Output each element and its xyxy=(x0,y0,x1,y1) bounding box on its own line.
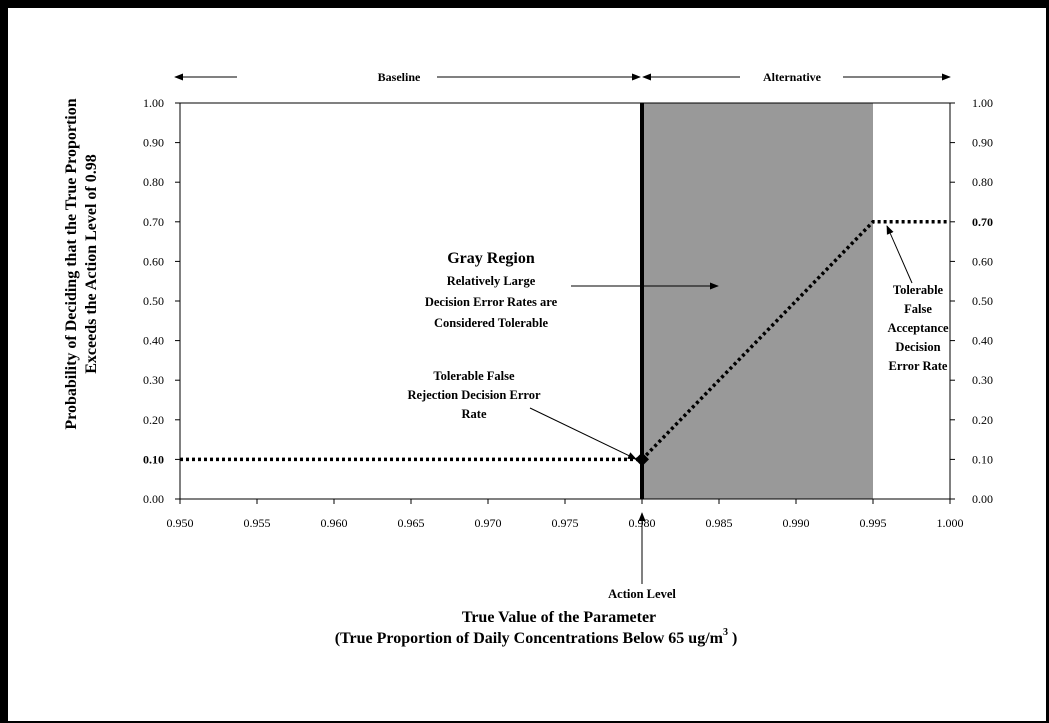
y2-tick-label: 0.40 xyxy=(972,334,993,348)
false-acceptance-text-5: Error Rate xyxy=(889,359,948,373)
x-axis: 0.950 0.955 0.960 0.965 0.970 0.975 0.980 0.985… xyxy=(167,499,964,530)
gray-region-text-1: Relatively Large xyxy=(447,274,536,288)
y-tick-label: 0.20 xyxy=(143,413,164,427)
false-rejection-text-2: Rejection Decision Error xyxy=(407,388,541,402)
false-rejection-marker xyxy=(635,452,649,467)
x-axis-subtitle-superscript: 3 xyxy=(723,627,728,638)
false-acceptance-text-1: Tolerable xyxy=(893,283,944,297)
action-level-label: Action Level xyxy=(608,587,676,601)
y-axis-title-line-1: Probability of Deciding that the True Pr… xyxy=(63,98,80,429)
x-tick-label: 0.995 xyxy=(860,516,887,530)
x-tick-label: 1.000 xyxy=(937,516,964,530)
decision-performance-curve xyxy=(180,220,950,462)
gray-region xyxy=(642,103,873,499)
y2-tick-label: 0.60 xyxy=(972,254,993,268)
y2-tick-label: 0.00 xyxy=(972,492,993,506)
x-tick-label: 0.965 xyxy=(398,516,425,530)
y2-tick-label: 1.00 xyxy=(972,96,993,110)
y-tick-label: 0.70 xyxy=(143,215,164,229)
y2-tick-label: 0.70 xyxy=(972,215,993,229)
x-axis-subtitle-main: (True Proportion of Daily Concentrations… xyxy=(335,630,724,647)
y-tick-label: 0.80 xyxy=(143,175,164,189)
y-tick-label: 1.00 xyxy=(143,96,164,110)
y-tick-label: 0.10 xyxy=(143,452,164,466)
x-tick-label: 0.955 xyxy=(244,516,271,530)
x-tick-label: 0.970 xyxy=(475,516,502,530)
y-tick-label: 0.00 xyxy=(143,492,164,506)
x-tick-label: 0.975 xyxy=(552,516,579,530)
alternative-label: Alternative xyxy=(763,70,822,84)
baseline-label: Baseline xyxy=(378,70,421,84)
false-acceptance-text-4: Decision xyxy=(895,340,940,354)
false-acceptance-text-2: False xyxy=(904,302,932,316)
y-axis-left: 0.00 0.10 0.20 0.30 0.40 0.50 0.60 0.70 0.80 0.90… xyxy=(143,96,180,506)
x-tick-label: 0.985 xyxy=(706,516,733,530)
y2-tick-label: 0.80 xyxy=(972,175,993,189)
y-axis-right: 0.00 0.10 0.20 0.30 0.40 0.50 0.60 0.70 0.80 0.90… xyxy=(950,96,993,506)
x-tick-label: 0.960 xyxy=(321,516,348,530)
false-rejection-text-3: Rate xyxy=(462,407,487,421)
false-rejection-text-1: Tolerable False xyxy=(433,369,515,383)
y-tick-label: 0.40 xyxy=(143,334,164,348)
y2-tick-label: 0.30 xyxy=(972,373,993,387)
x-tick-label: 0.990 xyxy=(783,516,810,530)
false-acceptance-arrow xyxy=(886,225,913,284)
gray-region-text-3: Considered Tolerable xyxy=(434,316,548,330)
y2-tick-label: 0.20 xyxy=(972,413,993,427)
y2-tick-label: 0.90 xyxy=(972,136,993,150)
y-tick-label: 0.30 xyxy=(143,373,164,387)
y-tick-label: 0.60 xyxy=(143,254,164,268)
x-axis-subtitle-close: ) xyxy=(732,630,737,647)
x-axis-title: True Value of the Parameter xyxy=(462,609,656,626)
y-tick-label: 0.50 xyxy=(143,294,164,308)
y-axis-title-line-2: Exceeds the Action Level of 0.98 xyxy=(83,154,100,374)
y2-tick-label: 0.10 xyxy=(972,452,993,466)
gray-region-title: Gray Region xyxy=(447,250,535,267)
x-axis-subtitle: (True Proportion of Daily Concentrations… xyxy=(335,627,738,647)
false-acceptance-text-3: Acceptance xyxy=(887,321,949,335)
y2-tick-label: 0.50 xyxy=(972,294,993,308)
gray-region-text-2: Decision Error Rates are xyxy=(425,295,558,309)
y-tick-label: 0.90 xyxy=(143,136,164,150)
false-rejection-arrow xyxy=(529,407,637,460)
x-tick-label: 0.950 xyxy=(167,516,194,530)
